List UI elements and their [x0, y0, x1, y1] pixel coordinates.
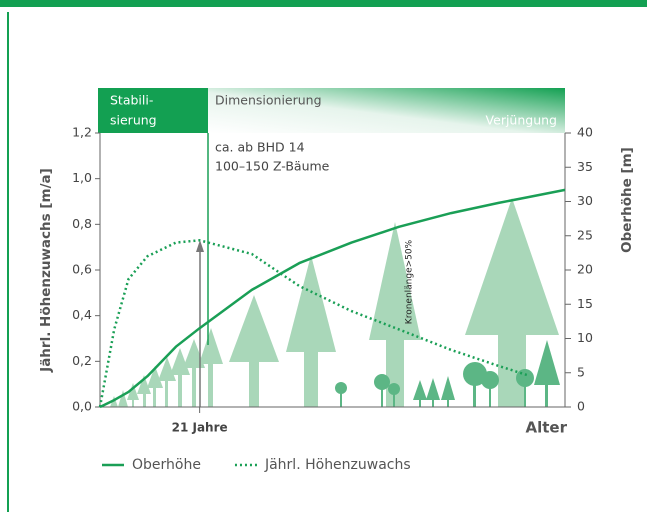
y-tick-label: 1,2: [72, 125, 92, 140]
phase-label: Stabili-: [110, 93, 153, 108]
y-axis-label: Jährl. Höhenzuwachs [m/a]: [38, 168, 54, 373]
top-bar: [0, 0, 647, 7]
y-tick-label: 0,4: [72, 307, 92, 322]
series-line: [99, 188, 566, 409]
legend-label: Oberhöhe: [132, 457, 201, 473]
phase-box: [98, 88, 208, 133]
y2-tick-label: 35: [577, 159, 593, 174]
y2-tick-label: 5: [577, 364, 585, 379]
annotation: Kronenlänge>50%: [405, 239, 415, 324]
y2-tick-label: 15: [577, 296, 593, 311]
small-trees: [335, 340, 560, 407]
trees: [110, 198, 559, 407]
y2-tick-label: 0: [577, 399, 585, 414]
y-tick-label: 0,6: [72, 262, 92, 277]
y2-tick-label: 30: [577, 193, 593, 208]
phase-box: [208, 88, 565, 133]
y2-axis-label: Oberhöhe [m]: [619, 147, 635, 253]
phase-label: Dimensionierung: [215, 93, 322, 108]
arrow-head: [196, 240, 204, 252]
y2-tick-label: 20: [577, 262, 593, 277]
y-tick-label: 1,0: [72, 170, 92, 185]
y-tick-label: 0,8: [72, 216, 92, 231]
x-axis-label: Alter: [526, 419, 568, 437]
annotation: ca. ab BHD 14: [215, 140, 305, 155]
y2-tick-label: 25: [577, 227, 593, 242]
y2-tick-label: 10: [577, 330, 593, 345]
y-tick-label: 0,2: [72, 353, 92, 368]
legend-label: Jährl. Höhenzuwachs: [264, 457, 411, 473]
x-tick-label: 21 Jahre: [172, 421, 228, 435]
phase-label: sierung: [110, 113, 157, 128]
phase-label: Verjüngung: [486, 113, 557, 128]
y-tick-label: 0,0: [72, 399, 92, 414]
series-line: [98, 239, 528, 408]
y2-tick-label: 40: [577, 125, 593, 140]
annotation: 100–150 Z-Bäume: [215, 159, 330, 174]
side-bar: [7, 12, 9, 512]
